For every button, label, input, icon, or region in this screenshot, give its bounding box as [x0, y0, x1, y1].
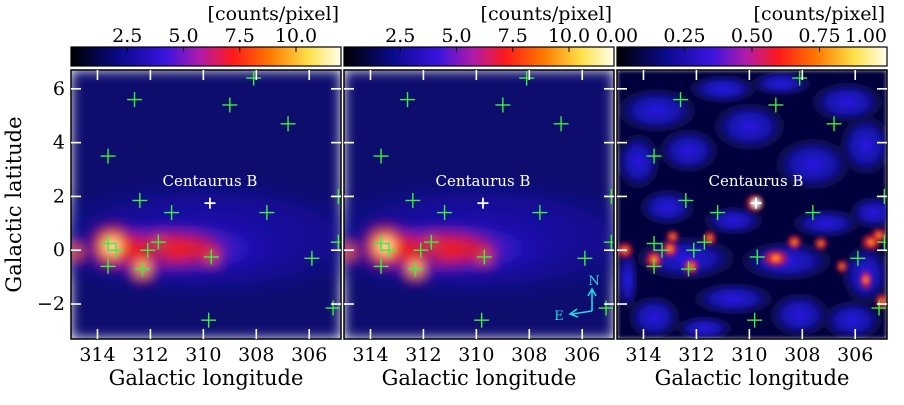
source-label: Centaurus B [708, 172, 803, 190]
y-tick-label: −2 [37, 293, 65, 315]
colorbar-tick-label: 1.00 [845, 25, 887, 47]
plot-border [616, 69, 888, 340]
colorbar-unit-label: [counts/pixel] [754, 3, 885, 25]
colorbar-tick-label: 5.0 [168, 25, 198, 47]
compass-north-label: N [588, 274, 599, 289]
source-label: Centaurus B [162, 172, 257, 190]
colorbar-tick-label: 2.5 [112, 25, 142, 47]
plot-border [343, 69, 615, 340]
colorbar-tick-label: 0.75 [798, 25, 840, 47]
x-tick-label: 310 [731, 344, 767, 366]
point-source-markers [373, 70, 614, 328]
colorbar-tick-label: 0.50 [731, 25, 773, 47]
y-axis-label: Galactic latitude [2, 116, 26, 292]
y-tick-label: 6 [53, 78, 65, 100]
panel-residual: [counts/pixel] 0.00 0.25 0.50 0.75 1.00 Centau… [596, 3, 888, 366]
x-tick-label: 308 [784, 344, 820, 366]
x-tick-label: 314 [625, 344, 661, 366]
x-tick-label: 314 [79, 344, 115, 366]
colorbar-tick-label: 7.5 [225, 25, 255, 47]
plot-border [70, 69, 342, 340]
colorbar-model: [counts/pixel] 2.5 5.0 7.5 10.0 [343, 3, 615, 67]
x-tick-label: 306 [564, 344, 600, 366]
colorbar-gradient [343, 46, 615, 67]
x-tick-label: 312 [405, 344, 441, 366]
colorbar-tick-label: 7.5 [498, 25, 528, 47]
x-tick-label: 310 [185, 344, 221, 366]
y-tick-label: 4 [53, 132, 65, 154]
x-tick-label: 310 [458, 344, 494, 366]
point-source-markers [646, 70, 887, 328]
x-axis-label: Galactic longitude [655, 366, 850, 390]
x-axis-label: Galactic longitude [109, 366, 304, 390]
compass-east-arrow [571, 310, 593, 315]
x-axis-label: Galactic longitude [382, 366, 577, 390]
colorbar-residual: [counts/pixel] 0.00 0.25 0.50 0.75 1.00 [596, 3, 888, 67]
y-tick-label: 0 [53, 239, 65, 261]
colorbar-counts: [counts/pixel] 2.5 5.0 7.5 10.0 [70, 3, 342, 67]
map-image [617, 70, 887, 339]
colorbar-gradient [70, 46, 342, 67]
compass-east-label: E [554, 309, 564, 324]
colorbar-tick-label: 0.25 [663, 25, 705, 47]
y-tick-label: 2 [53, 185, 65, 207]
colorbar-tick-label: 10.0 [548, 25, 590, 47]
map-image [344, 70, 614, 339]
colorbar-tick-label: 10.0 [275, 25, 317, 47]
colorbar-unit-label: [counts/pixel] [208, 3, 339, 25]
x-tick-label: 312 [132, 344, 168, 366]
colorbar-tick-label: 0.00 [596, 25, 638, 47]
axes-frame: 314 312 310 308 306 [616, 69, 888, 366]
axes-frame: 314 312 310 308 306 6 4 2 0 −2 [37, 69, 342, 366]
axes-frame: 314 312 310 308 306 [343, 69, 615, 366]
colorbar-unit-label: [counts/pixel] [481, 3, 612, 25]
colorbar-tick-label: 5.0 [441, 25, 471, 47]
x-tick-label: 306 [291, 344, 327, 366]
x-tick-label: 312 [678, 344, 714, 366]
source-label: Centaurus B [435, 172, 530, 190]
colorbar-tick-label: 2.5 [385, 25, 415, 47]
x-tick-label: 314 [352, 344, 388, 366]
x-tick-label: 308 [511, 344, 547, 366]
x-tick-label: 306 [837, 344, 873, 366]
x-tick-label: 308 [238, 344, 274, 366]
compass: NE [554, 274, 599, 324]
